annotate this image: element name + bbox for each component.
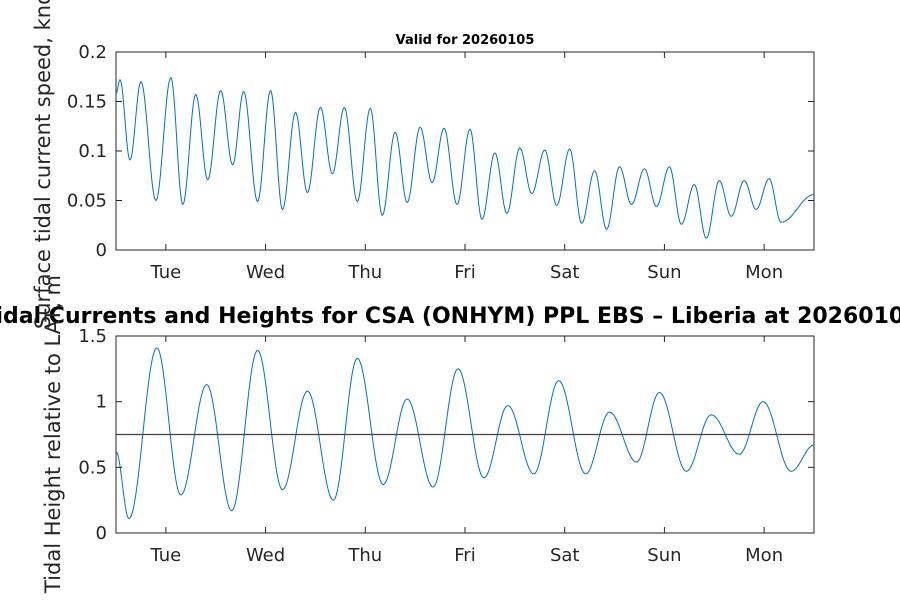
x-tick-label-wed: Wed xyxy=(246,262,285,283)
x-tick-label-thu: Thu xyxy=(347,545,382,566)
top-panel-title: Valid for 20260105 xyxy=(396,33,535,48)
tidal-height-panel: 0 0.5 1 1.5 Tue Wed Thu Fri Sat Sun Mon xyxy=(78,326,815,566)
x-tick-label-sat: Sat xyxy=(550,262,580,283)
x-tick-label-thu: Thu xyxy=(347,262,382,283)
bottom-y-axis-label: Tidal Height relative to LAT, m xyxy=(41,275,65,594)
figure-main-title: Tidal Currents and Heights for CSA (ONHY… xyxy=(0,304,900,329)
y-tick-label: 0 xyxy=(96,523,107,544)
y-tick-label: 0 xyxy=(96,240,107,261)
y-tick-label: 0.2 xyxy=(78,42,107,63)
y-tick-label: 0.05 xyxy=(67,191,107,212)
y-tick-label: 0.5 xyxy=(78,457,107,478)
x-tick-label-tue: Tue xyxy=(149,545,181,566)
y-tick-label: 1 xyxy=(96,392,107,413)
x-tick-label-tue: Tue xyxy=(149,262,181,283)
y-tick-label: 0.1 xyxy=(78,141,107,162)
tidal-height-line xyxy=(115,347,815,520)
x-tick-label-sat: Sat xyxy=(550,545,580,566)
x-tick-label-mon: Mon xyxy=(745,545,783,566)
top-y-axis-label: Surface tidal current speed, knots xyxy=(31,0,55,329)
x-tick-label-fri: Fri xyxy=(454,545,475,566)
current-speed-line xyxy=(115,76,815,239)
x-tick-label-fri: Fri xyxy=(454,262,475,283)
x-tick-label-sun: Sun xyxy=(647,545,681,566)
x-tick-label-mon: Mon xyxy=(745,262,783,283)
x-tick-label-wed: Wed xyxy=(246,545,285,566)
y-tick-label: 0.15 xyxy=(67,92,107,113)
y-tick-label: 1.5 xyxy=(78,326,107,347)
current-speed-panel: 0 0.05 0.1 0.15 0.2 Tue Wed Thu Fri Sat Sun Mon xyxy=(67,42,815,283)
x-tick-label-sun: Sun xyxy=(647,262,681,283)
